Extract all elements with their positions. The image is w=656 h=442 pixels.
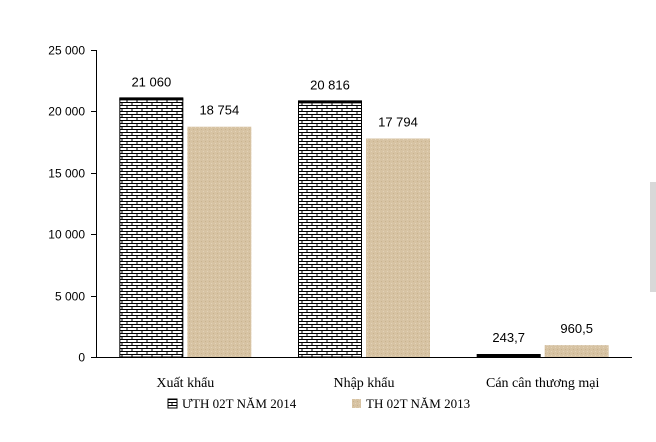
data-label-2-0: 243,7: [492, 330, 525, 345]
bars: [119, 97, 609, 358]
bar-0-0: [119, 98, 184, 358]
y-tick-label: 25 000: [48, 44, 85, 58]
legend-label-1: TH 02T NĂM 2013: [366, 396, 470, 411]
y-tick-label: 15 000: [48, 167, 85, 181]
x-tick-label: Nhập khẩu: [333, 376, 394, 391]
data-label-1-0: 20 816: [310, 77, 350, 92]
right-edge-fragment: [650, 182, 656, 292]
bar-1-1: [366, 138, 430, 357]
bar-1-0: [298, 101, 362, 358]
bar-2-1: [544, 345, 609, 357]
y-tick-label: 10 000: [48, 228, 85, 242]
legend-swatch-0: [167, 398, 178, 409]
legend-label-0: ƯTH 02T NĂM 2014: [182, 396, 297, 411]
x-tick-label: Xuất khẩu: [156, 376, 214, 391]
data-label-2-1: 960,5: [560, 321, 593, 336]
y-tick-label: 5 000: [55, 290, 85, 304]
legend-swatch-1: [352, 399, 361, 408]
data-label-0-0: 21 060: [131, 74, 171, 89]
value-labels: 21 060 18 754 20 816 17 794 243,7 960,5: [131, 74, 592, 345]
x-tick-label: Cán cân thương mại: [486, 376, 599, 391]
y-axis: 0 5 000 10 000 15 000 20 000 25 000: [48, 44, 97, 365]
bar-0-1: [187, 126, 252, 357]
data-label-0-1: 18 754: [199, 103, 239, 118]
category-labels: Xuất khẩu Nhập khẩu Cán cân thương mại: [156, 376, 599, 391]
y-tick-label: 0: [78, 351, 85, 365]
bar-2-0: [476, 354, 541, 357]
legend: ƯTH 02T NĂM 2014 TH 02T NĂM 2013: [167, 396, 470, 411]
y-tick-label: 20 000: [48, 105, 85, 119]
data-label-1-1: 17 794: [378, 114, 418, 129]
